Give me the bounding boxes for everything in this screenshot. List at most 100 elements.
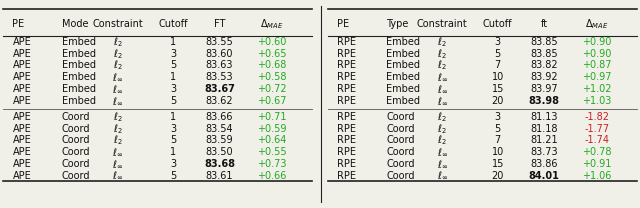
Text: $\ell_2$: $\ell_2$ bbox=[437, 122, 447, 135]
Text: 83.53: 83.53 bbox=[205, 72, 234, 82]
Text: APE: APE bbox=[12, 147, 31, 157]
Text: 10: 10 bbox=[492, 147, 504, 157]
Text: +0.90: +0.90 bbox=[582, 37, 611, 47]
Text: 83.97: 83.97 bbox=[531, 84, 558, 94]
Text: 83.82: 83.82 bbox=[531, 60, 558, 70]
Text: $\ell_\infty$: $\ell_\infty$ bbox=[112, 146, 123, 158]
Text: Coord: Coord bbox=[387, 112, 415, 122]
Text: 7: 7 bbox=[495, 60, 501, 70]
Text: $\ell_\infty$: $\ell_\infty$ bbox=[436, 95, 447, 106]
Text: RPE: RPE bbox=[337, 171, 356, 181]
Text: 81.18: 81.18 bbox=[531, 124, 558, 134]
Text: 1: 1 bbox=[170, 37, 176, 47]
Text: 81.21: 81.21 bbox=[531, 135, 558, 145]
Text: RPE: RPE bbox=[337, 124, 356, 134]
Text: $\ell_\infty$: $\ell_\infty$ bbox=[112, 158, 123, 170]
Text: -1.77: -1.77 bbox=[584, 124, 609, 134]
Text: $\ell_2$: $\ell_2$ bbox=[113, 47, 122, 61]
Text: 83.50: 83.50 bbox=[205, 147, 234, 157]
Text: 84.01: 84.01 bbox=[529, 171, 559, 181]
Text: Coord: Coord bbox=[62, 147, 90, 157]
Text: $\ell_\infty$: $\ell_\infty$ bbox=[436, 170, 447, 181]
Text: RPE: RPE bbox=[337, 96, 356, 106]
Text: Embed: Embed bbox=[62, 37, 96, 47]
Text: Embed: Embed bbox=[62, 49, 96, 59]
Text: ft: ft bbox=[541, 19, 548, 29]
Text: Embed: Embed bbox=[387, 49, 420, 59]
Text: PE: PE bbox=[12, 19, 24, 29]
Text: APE: APE bbox=[12, 135, 31, 145]
Text: 15: 15 bbox=[492, 84, 504, 94]
Text: $\ell_\infty$: $\ell_\infty$ bbox=[112, 71, 123, 83]
Text: 20: 20 bbox=[492, 171, 504, 181]
Text: +0.67: +0.67 bbox=[257, 96, 287, 106]
Text: APE: APE bbox=[12, 72, 31, 82]
Text: 5: 5 bbox=[170, 96, 176, 106]
Text: 5: 5 bbox=[170, 60, 176, 70]
Text: RPE: RPE bbox=[337, 60, 356, 70]
Text: 3: 3 bbox=[170, 84, 176, 94]
Text: 5: 5 bbox=[170, 135, 176, 145]
Text: 81.13: 81.13 bbox=[531, 112, 558, 122]
Text: 83.55: 83.55 bbox=[205, 37, 234, 47]
Text: Embed: Embed bbox=[387, 84, 420, 94]
Text: RPE: RPE bbox=[337, 147, 356, 157]
Text: 3: 3 bbox=[170, 159, 176, 169]
Text: 83.59: 83.59 bbox=[205, 135, 234, 145]
Text: 83.54: 83.54 bbox=[205, 124, 234, 134]
Text: $\ell_\infty$: $\ell_\infty$ bbox=[436, 71, 447, 83]
Text: $\Delta_{MAE}$: $\Delta_{MAE}$ bbox=[585, 17, 609, 31]
Text: $\ell_2$: $\ell_2$ bbox=[437, 35, 447, 49]
Text: FT: FT bbox=[214, 19, 225, 29]
Text: APE: APE bbox=[12, 124, 31, 134]
Text: +0.60: +0.60 bbox=[257, 37, 287, 47]
Text: Constraint: Constraint bbox=[92, 19, 143, 29]
Text: Cutoff: Cutoff bbox=[483, 19, 513, 29]
Text: $\ell_\infty$: $\ell_\infty$ bbox=[436, 158, 447, 170]
Text: Coord: Coord bbox=[387, 147, 415, 157]
Text: 83.67: 83.67 bbox=[204, 84, 235, 94]
Text: Embed: Embed bbox=[62, 72, 96, 82]
Text: Embed: Embed bbox=[387, 96, 420, 106]
Text: +1.06: +1.06 bbox=[582, 171, 611, 181]
Text: Coord: Coord bbox=[387, 135, 415, 145]
Text: 10: 10 bbox=[492, 72, 504, 82]
Text: +0.68: +0.68 bbox=[257, 60, 287, 70]
Text: +0.55: +0.55 bbox=[257, 147, 287, 157]
Text: Coord: Coord bbox=[62, 112, 90, 122]
Text: -1.74: -1.74 bbox=[584, 135, 609, 145]
Text: 20: 20 bbox=[492, 96, 504, 106]
Text: RPE: RPE bbox=[337, 72, 356, 82]
Text: Constraint: Constraint bbox=[417, 19, 467, 29]
Text: Cutoff: Cutoff bbox=[159, 19, 188, 29]
Text: 83.66: 83.66 bbox=[206, 112, 234, 122]
Text: $\ell_\infty$: $\ell_\infty$ bbox=[112, 95, 123, 106]
Text: RPE: RPE bbox=[337, 112, 356, 122]
Text: 83.68: 83.68 bbox=[204, 159, 235, 169]
Text: +0.58: +0.58 bbox=[257, 72, 287, 82]
Text: +0.90: +0.90 bbox=[582, 49, 611, 59]
Text: $\ell_\infty$: $\ell_\infty$ bbox=[436, 146, 447, 158]
Text: +0.59: +0.59 bbox=[257, 124, 287, 134]
Text: $\ell_2$: $\ell_2$ bbox=[113, 110, 122, 124]
Text: Coord: Coord bbox=[387, 159, 415, 169]
Text: Embed: Embed bbox=[62, 96, 96, 106]
Text: 3: 3 bbox=[495, 37, 500, 47]
Text: $\ell_2$: $\ell_2$ bbox=[113, 122, 122, 135]
Text: $\ell_2$: $\ell_2$ bbox=[437, 58, 447, 72]
Text: 5: 5 bbox=[170, 171, 176, 181]
Text: 83.63: 83.63 bbox=[206, 60, 234, 70]
Text: +0.91: +0.91 bbox=[582, 159, 611, 169]
Text: RPE: RPE bbox=[337, 37, 356, 47]
Text: APE: APE bbox=[12, 171, 31, 181]
Text: -1.82: -1.82 bbox=[584, 112, 609, 122]
Text: $\ell_2$: $\ell_2$ bbox=[113, 134, 122, 147]
Text: $\ell_2$: $\ell_2$ bbox=[113, 35, 122, 49]
Text: 3: 3 bbox=[495, 112, 500, 122]
Text: +1.03: +1.03 bbox=[582, 96, 611, 106]
Text: $\ell_\infty$: $\ell_\infty$ bbox=[436, 83, 447, 95]
Text: +0.65: +0.65 bbox=[257, 49, 287, 59]
Text: 83.61: 83.61 bbox=[206, 171, 234, 181]
Text: $\ell_\infty$: $\ell_\infty$ bbox=[112, 170, 123, 181]
Text: +0.78: +0.78 bbox=[582, 147, 611, 157]
